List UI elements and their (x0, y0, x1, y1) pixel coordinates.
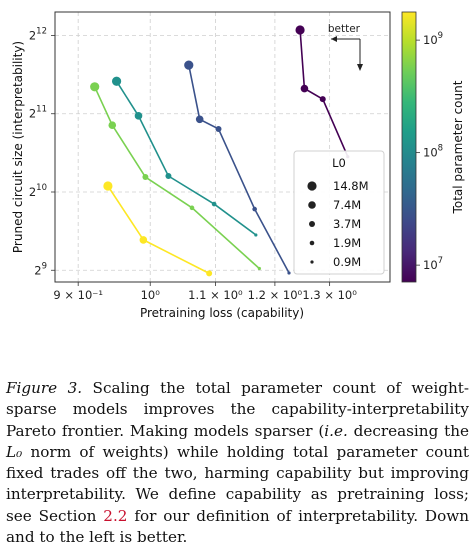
data-point-3-2 (142, 173, 149, 180)
data-point-0-2 (319, 96, 326, 103)
section-ref-link[interactable]: 2.2 (103, 506, 128, 525)
data-point-2-2 (165, 172, 172, 179)
data-point-2-1 (134, 112, 143, 120)
series-line-2 (115, 80, 257, 236)
data-point-1-1 (195, 115, 204, 124)
x-tick-label-4: 1.3 × 10⁰ (302, 288, 357, 302)
legend-marker-0 (307, 181, 317, 191)
caption-l0-symbol: L₀ (6, 442, 23, 461)
series-line-4 (107, 185, 210, 275)
x-tick-label-1: 10⁰ (141, 288, 161, 302)
x-tick-label-2: 1.1 × 10⁰ (188, 288, 243, 302)
legend-label-3: 1.9M (333, 236, 361, 250)
legend-label-0: 14.8M (333, 179, 369, 193)
colorbar-tick-label-0: 107 (423, 256, 443, 272)
data-point-1-0 (184, 60, 194, 70)
y-tick-label-0: 29 (34, 261, 47, 277)
grid-lines (55, 12, 390, 282)
legend-marker-2 (309, 221, 315, 227)
caption-ie: i.e. (324, 421, 348, 440)
pareto-chart: 9 × 10⁻¹ 10⁰ 1.1 × 10⁰ 1.2 × 10⁰ 1.3 × 10⁰ 2… (11, 11, 465, 320)
legend-marker-4 (310, 260, 314, 264)
better-label: better (328, 23, 361, 35)
y-tick-label-3: 212 (29, 26, 47, 42)
caption-text-1: Scaling the total parameter count of wei… (6, 379, 470, 440)
legend-box (293, 150, 385, 275)
plot-frame (54, 11, 391, 283)
series-line-0 (299, 29, 349, 158)
data-point-2-3 (211, 201, 217, 207)
y-tick-label-1: 210 (29, 183, 47, 199)
arrow-left-head (331, 36, 337, 42)
y-axis-label: Pruned circuit size (interpretability) (11, 41, 25, 253)
data-point-4-2 (206, 270, 213, 277)
x-tick-label-0: 9 × 10⁻¹ (53, 288, 103, 302)
colorbar-tick-label-1: 108 (423, 144, 443, 160)
legend-label-2: 3.7M (333, 217, 361, 231)
legend-marker-1 (308, 201, 316, 209)
data-point-0-0 (295, 25, 305, 35)
data-point-1-4 (287, 271, 291, 275)
figure-label: Figure 3. (6, 379, 83, 397)
figure-caption: Figure 3. Scaling the total parameter co… (6, 378, 469, 548)
x-tick-labels: 9 × 10⁻¹ 10⁰ 1.1 × 10⁰ 1.2 × 10⁰ 1.3 × 10⁰ (53, 282, 357, 302)
arrow-down-head (357, 64, 363, 71)
data-point-3-1 (108, 121, 117, 130)
colorbar-tick-label-2: 109 (423, 31, 443, 47)
caption-text-3: norm of weights) while holding total par… (6, 442, 469, 525)
x-tick-label-3: 1.2 × 10⁰ (248, 288, 303, 302)
legend-marker-3 (309, 240, 315, 246)
data-point-4-1 (139, 236, 148, 244)
colorbar-gradient (401, 11, 417, 283)
data-point-3-4 (257, 266, 261, 271)
data-point-2-0 (111, 76, 122, 86)
legend-title: L0 (332, 156, 346, 170)
data-point-3-0 (90, 82, 100, 92)
legend: L0 14.8M 7.4M 3.7M 1.9M 0.9M (293, 150, 385, 275)
data-point-1-2 (215, 125, 222, 132)
data-point-4-0 (103, 181, 113, 191)
series-layer (90, 25, 350, 277)
better-annotation: better (328, 23, 363, 71)
caption-text-2: decreasing the (347, 421, 469, 440)
legend-label-4: 0.9M (333, 255, 361, 269)
legend-entries: 14.8M 7.4M 3.7M 1.9M 0.9M (307, 179, 369, 269)
y-tick-label-2: 211 (29, 105, 47, 121)
series-line-1 (188, 64, 290, 274)
data-point-1-3 (252, 206, 257, 212)
y-tick-labels: 29 210 211 212 (29, 26, 55, 277)
data-point-2-4 (254, 233, 258, 237)
colorbar-label: Total parameter count (451, 80, 465, 214)
legend-label-1: 7.4M (333, 198, 361, 212)
colorbar: 107 108 109 Total parameter count (401, 11, 465, 283)
data-point-0-1 (300, 84, 309, 93)
data-point-3-3 (189, 205, 195, 211)
colorbar-ticks: 107 108 109 (416, 31, 443, 272)
x-axis-label: Pretraining loss (capability) (140, 306, 304, 320)
